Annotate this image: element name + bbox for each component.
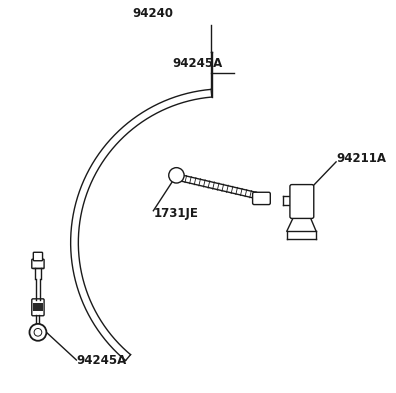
FancyBboxPatch shape (32, 299, 44, 316)
Text: 94240: 94240 (133, 7, 174, 20)
FancyBboxPatch shape (253, 192, 270, 205)
FancyBboxPatch shape (33, 252, 42, 261)
FancyBboxPatch shape (32, 259, 44, 268)
Circle shape (169, 168, 184, 183)
Bar (33, 303, 42, 311)
Text: 94245A: 94245A (76, 353, 127, 367)
Text: 94211A: 94211A (336, 152, 386, 165)
Text: 1731JE: 1731JE (153, 208, 198, 220)
FancyBboxPatch shape (290, 185, 314, 219)
Circle shape (29, 324, 46, 341)
Text: 94245A: 94245A (173, 57, 223, 70)
